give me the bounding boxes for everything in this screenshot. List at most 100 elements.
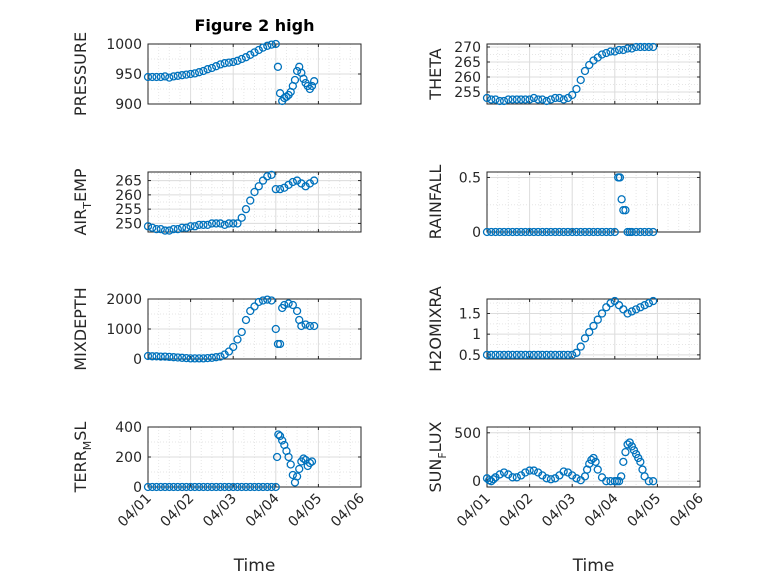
x-tick-label: 04/04 — [243, 490, 283, 530]
data-point — [199, 66, 208, 76]
data-point — [278, 436, 287, 445]
data-point — [593, 465, 602, 474]
data-point — [593, 315, 602, 324]
data-point — [267, 170, 276, 180]
y-axis-label: MIXDEPTH — [71, 287, 90, 370]
data-point — [241, 315, 251, 325]
data-point — [516, 95, 526, 104]
data-point — [203, 65, 212, 74]
data-point — [237, 327, 246, 337]
data-point — [555, 350, 564, 360]
data-point — [546, 350, 556, 360]
data-point — [207, 63, 217, 73]
data-point — [156, 224, 165, 234]
data-point — [508, 350, 517, 360]
data-point — [263, 172, 272, 181]
data-point — [254, 482, 263, 492]
data-point — [621, 448, 630, 457]
x-tick-label: 04/06 — [328, 490, 368, 530]
data-point — [254, 45, 263, 55]
data-point — [305, 321, 315, 331]
data-point — [190, 222, 200, 231]
data-point — [538, 350, 547, 360]
data-point — [636, 42, 645, 52]
data-point — [182, 70, 191, 79]
y-axis-label: PRESSURE — [71, 32, 90, 116]
y-tick-label: 900 — [115, 97, 142, 113]
data-point — [627, 307, 636, 316]
data-point — [606, 298, 615, 308]
data-point — [246, 196, 255, 205]
data-point — [148, 223, 157, 232]
data-point — [568, 350, 577, 360]
data-point — [271, 324, 280, 334]
data-point — [614, 301, 624, 310]
data-point — [275, 431, 285, 441]
data-point — [156, 482, 165, 492]
data-point — [156, 352, 165, 361]
data-point — [246, 50, 255, 59]
y-tick-label: 2000 — [106, 292, 142, 308]
data-point — [589, 321, 598, 331]
data-point — [220, 482, 229, 492]
data-point — [241, 482, 251, 492]
data-point — [258, 43, 268, 52]
data-point — [203, 482, 212, 492]
data-point — [165, 226, 174, 235]
y-tick-label: 0.5 — [459, 348, 481, 364]
x-tick-label: 04/01 — [115, 491, 155, 531]
data-point — [580, 334, 590, 343]
data-point — [309, 321, 319, 331]
data-point — [143, 72, 153, 82]
data-point — [559, 227, 568, 237]
data-point — [194, 68, 204, 77]
data-point — [216, 482, 225, 492]
y-tick-label: 1 — [472, 327, 481, 343]
data-point — [602, 303, 611, 312]
data-point — [619, 305, 628, 314]
data-point — [186, 354, 195, 363]
data-point — [619, 45, 628, 55]
data-point — [212, 482, 221, 492]
data-point — [542, 96, 551, 106]
data-point — [640, 227, 649, 237]
data-point — [263, 482, 272, 492]
data-point — [182, 223, 191, 232]
data-point — [585, 327, 594, 337]
data-point — [648, 477, 658, 486]
data-point — [169, 224, 178, 234]
data-point — [512, 473, 521, 482]
data-point — [177, 482, 187, 492]
data-point — [169, 72, 178, 81]
data-point — [182, 482, 191, 492]
data-point — [508, 473, 517, 482]
y-tick-label: 0.5 — [459, 170, 481, 186]
y-axis-label: RAINFALL — [426, 165, 445, 240]
data-point — [229, 219, 238, 228]
data-point — [194, 220, 204, 230]
data-point — [525, 95, 534, 104]
data-point — [295, 464, 304, 474]
data-point — [207, 353, 217, 362]
y-tick-label: 270 — [454, 40, 481, 56]
data-point — [631, 42, 641, 52]
data-point — [585, 60, 594, 70]
y-tick-label: 260 — [115, 188, 142, 204]
data-point — [177, 353, 187, 362]
subplot-terrmsl: 0 200 400 04/01 04/02 04/03 04/04 04/05 04/06 TER… — [71, 420, 368, 576]
y-tick-label: 260 — [454, 70, 481, 86]
y-tick-label: 0 — [133, 480, 142, 496]
x-tick-label: 04/02 — [158, 491, 198, 531]
data-point — [576, 227, 585, 237]
data-point — [597, 50, 607, 59]
data-point — [258, 176, 268, 185]
y-tick-label: 255 — [454, 85, 481, 101]
data-point — [233, 482, 242, 492]
data-point — [499, 350, 509, 360]
data-point — [529, 227, 539, 237]
data-point — [610, 296, 619, 306]
data-point — [212, 353, 221, 362]
